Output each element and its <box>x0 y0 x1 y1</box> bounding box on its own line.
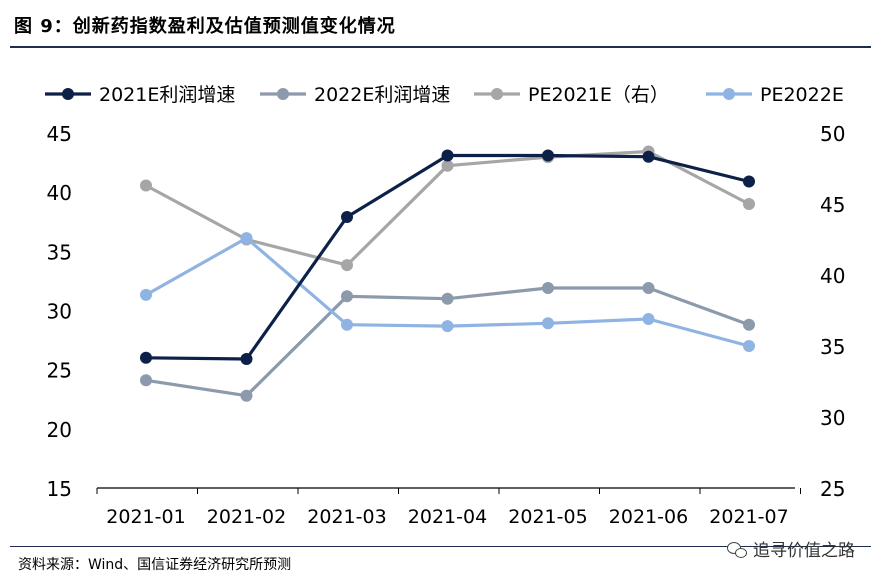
legend-swatch-marker <box>723 88 735 100</box>
data-point <box>341 211 353 223</box>
y-left-tick-label: 40 <box>47 181 72 205</box>
y-right-tick-label: 35 <box>820 335 845 359</box>
x-tick-label: 2021-02 <box>207 506 286 528</box>
legend-swatch-marker <box>277 88 289 100</box>
data-point <box>341 290 353 303</box>
y-right-tick-label: 50 <box>820 122 845 146</box>
footer-divider <box>10 546 871 547</box>
series-1 <box>140 149 755 365</box>
y-left-tick-label: 45 <box>47 122 72 146</box>
data-point <box>642 282 655 294</box>
legend-label: PE2021E（右） <box>528 84 669 106</box>
axes: 2021-01 2021-02 2021-03 2021-04 2021-05 2021-… <box>47 122 846 528</box>
data-point <box>341 318 353 331</box>
legend-item-3: PE2021E（右） <box>474 84 669 106</box>
data-point <box>240 353 253 365</box>
series-4 <box>140 232 755 352</box>
data-point <box>642 150 655 163</box>
data-point <box>542 317 554 330</box>
y-left-tick-label: 30 <box>47 300 72 324</box>
x-tick-label: 2021-05 <box>508 506 587 528</box>
line-chart: 2021E利润增速 2022E利润增速 PE2021E（右） PE2022E 2021… <box>45 84 846 528</box>
series-3 <box>140 145 755 272</box>
legend: 2021E利润增速 2022E利润增速 PE2021E（右） PE2022E <box>45 84 844 106</box>
data-point <box>642 313 655 325</box>
data-point <box>441 149 454 162</box>
x-tick-label: 2021-06 <box>609 506 688 528</box>
legend-item-4: PE2022E <box>706 84 844 106</box>
figure-title: 图 9：创新药指数盈利及估值预测值变化情况 <box>14 16 396 37</box>
legend-item-2: 2022E利润增速 <box>260 84 450 106</box>
legend-label: PE2022E <box>760 84 844 106</box>
y-right-tick-label: 30 <box>820 406 845 430</box>
legend-swatch-marker <box>491 88 503 100</box>
legend-item-1: 2021E利润增速 <box>45 84 235 106</box>
x-tick-label: 2021-07 <box>709 506 788 528</box>
data-point <box>140 374 152 387</box>
series-2 <box>140 282 755 402</box>
y-left-tick-label: 20 <box>47 418 72 442</box>
data-point <box>341 259 353 272</box>
data-point <box>140 288 152 301</box>
data-point <box>140 351 152 364</box>
data-point <box>743 340 755 352</box>
legend-label: 2022E利润增速 <box>314 84 450 106</box>
y-right-tick-label: 25 <box>820 477 845 501</box>
data-point <box>140 179 152 192</box>
source-note: 资料来源：Wind、国信证券经济研究所预测 <box>18 557 292 573</box>
data-point <box>743 318 755 331</box>
legend-swatch-marker <box>62 88 74 100</box>
data-point <box>542 282 554 294</box>
watermark: 追寻价值之路 <box>727 536 855 561</box>
x-tick-label: 2021-01 <box>106 506 185 528</box>
data-point <box>240 232 253 245</box>
x-tick-label: 2021-03 <box>307 506 386 528</box>
y-left-tick-label: 25 <box>47 359 72 383</box>
data-point <box>240 389 253 402</box>
y-right-tick-label: 40 <box>820 264 845 288</box>
data-point <box>441 292 454 305</box>
y-right-tick-label: 45 <box>820 193 845 217</box>
y-left-tick-label: 35 <box>47 240 72 264</box>
data-point <box>743 198 755 210</box>
wechat-icon <box>727 541 747 558</box>
title-bar: 图 9：创新药指数盈利及估值预测值变化情况 <box>0 0 881 46</box>
data-point <box>441 320 454 333</box>
data-point <box>542 149 554 162</box>
title-divider <box>10 46 871 48</box>
x-tick-label: 2021-04 <box>408 506 487 528</box>
series-lines <box>140 145 755 402</box>
watermark-text: 追寻价值之路 <box>753 541 855 561</box>
data-point <box>441 159 454 172</box>
legend-label: 2021E利润增速 <box>99 84 235 106</box>
data-point <box>743 175 755 188</box>
y-left-tick-label: 15 <box>47 477 72 501</box>
